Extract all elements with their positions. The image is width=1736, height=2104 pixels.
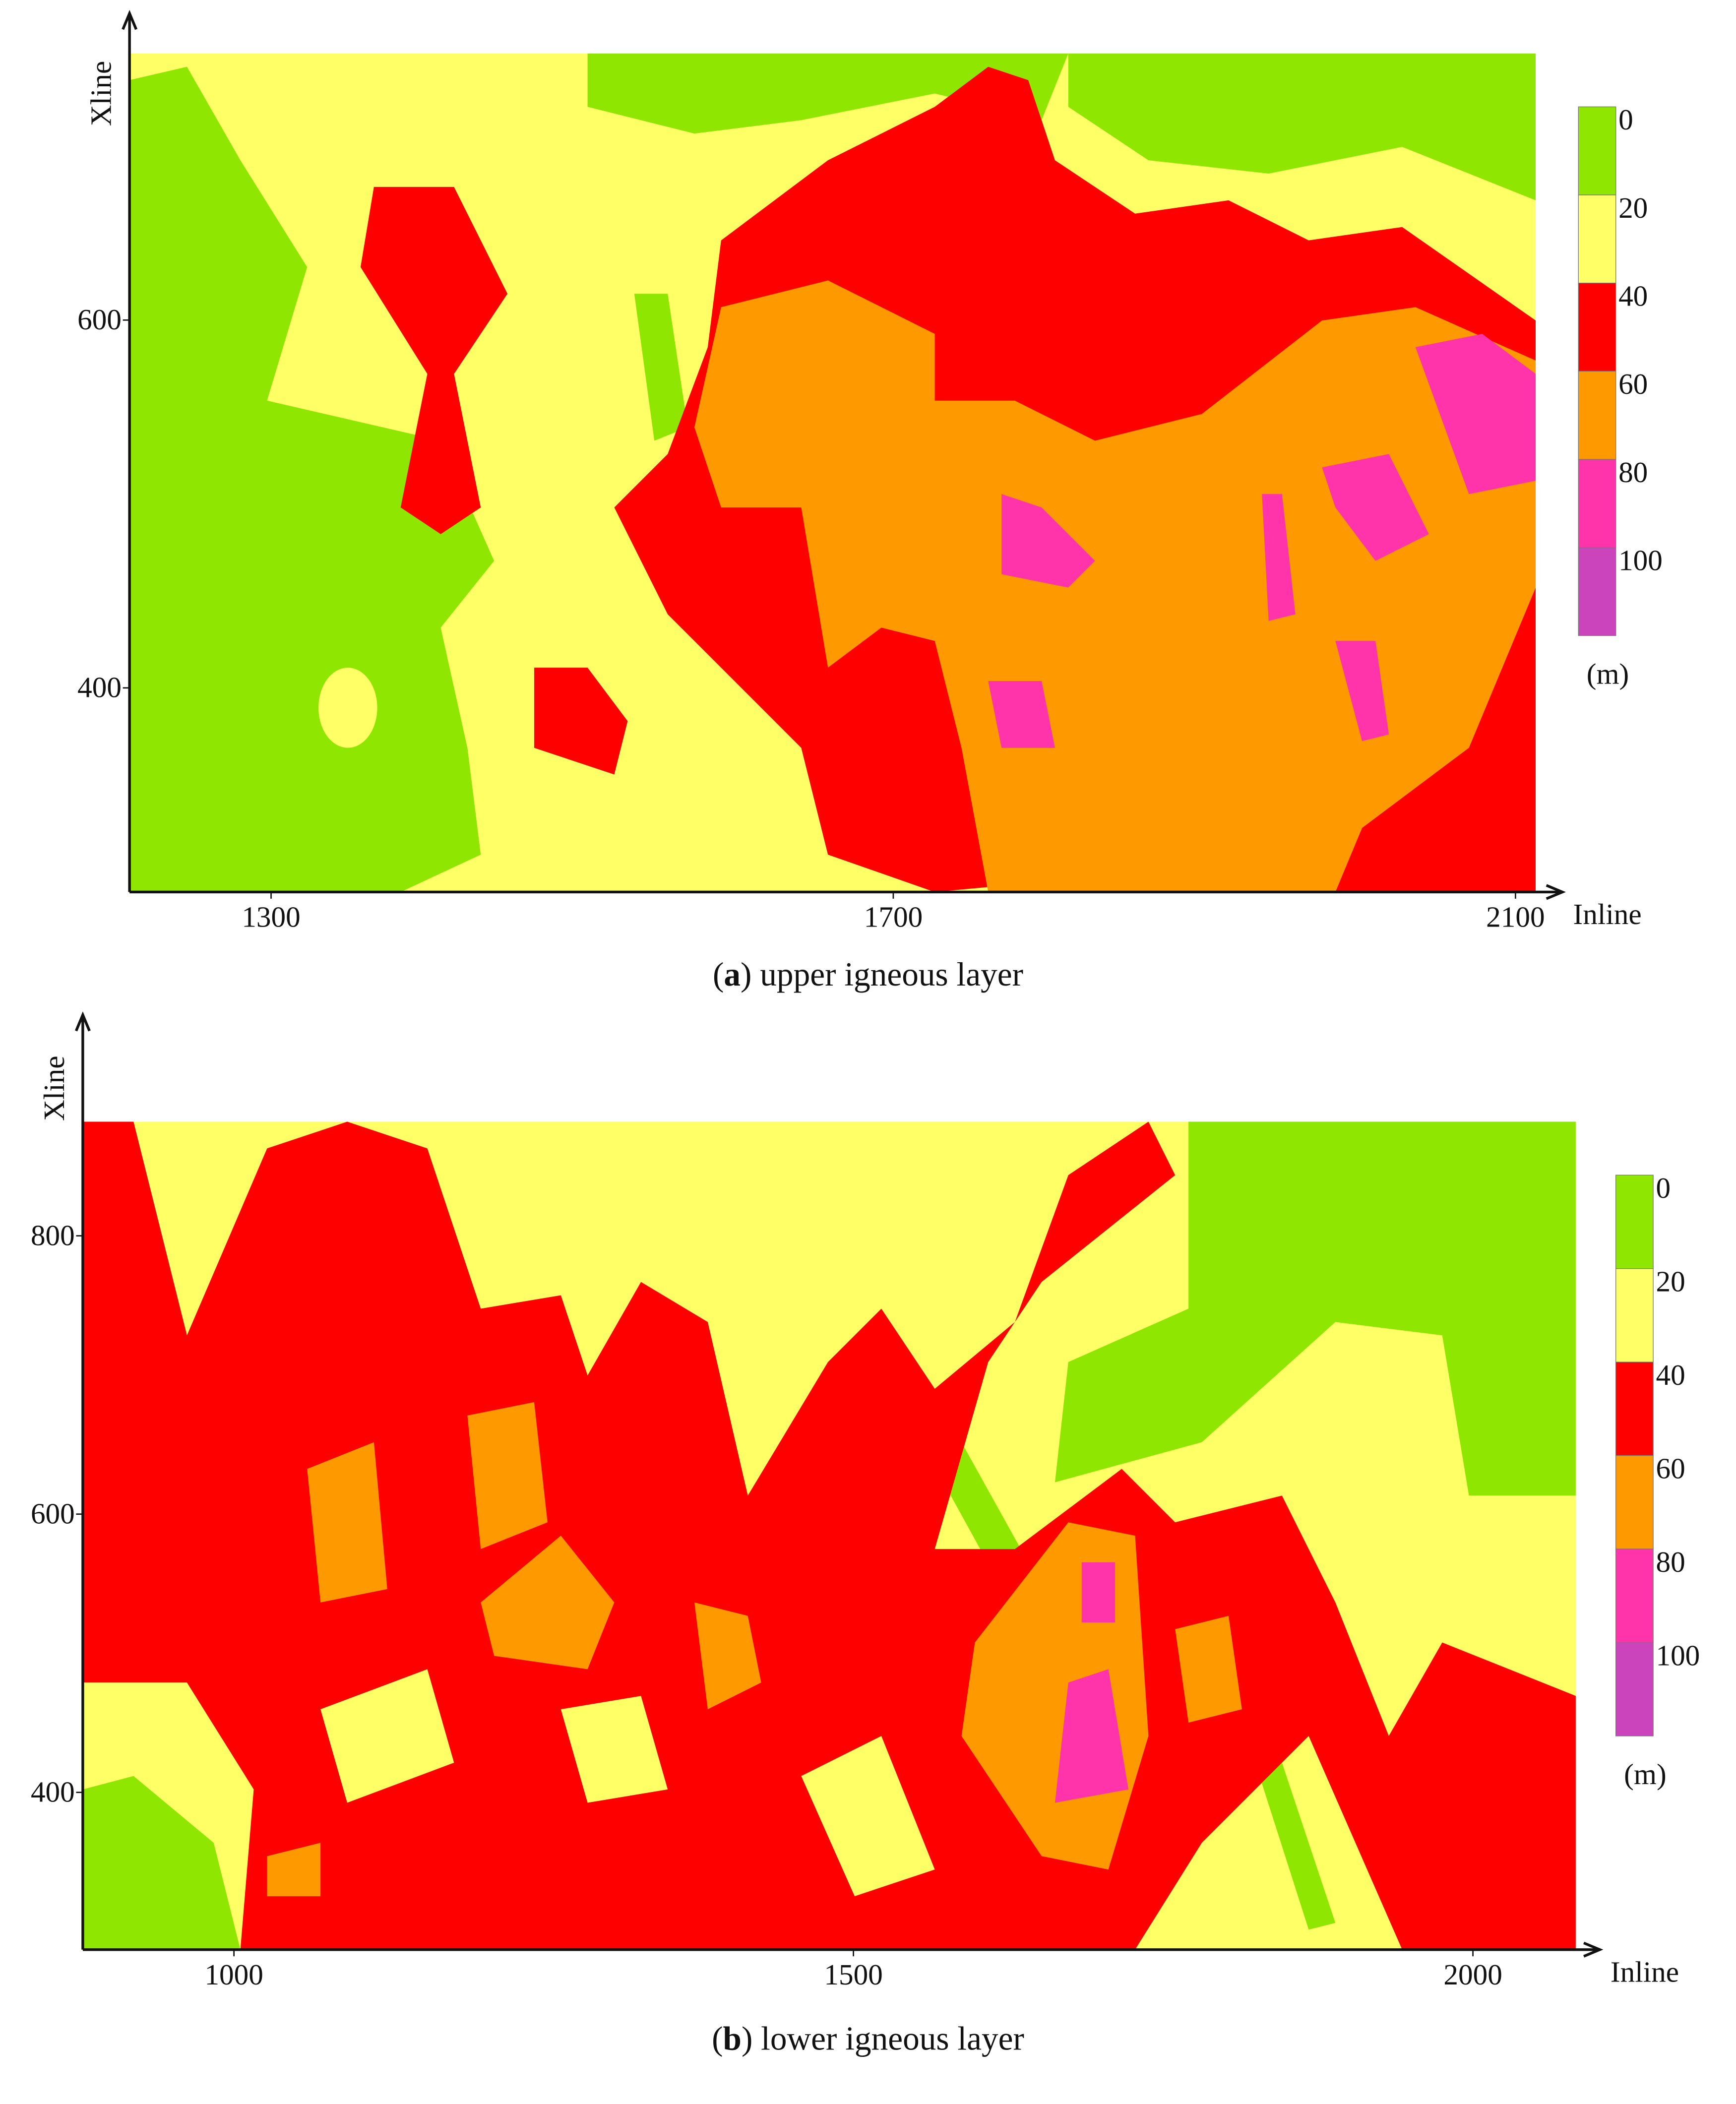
legend-label: 20 [1618, 191, 1648, 224]
y-axis [74, 1011, 91, 1950]
legend-label: 0 [1656, 1172, 1671, 1204]
legend-unit: (m) [1587, 657, 1629, 690]
legend-label: 60 [1656, 1452, 1685, 1485]
x-tick-label: 2100 [1486, 900, 1545, 933]
x-tick-label: 1700 [864, 900, 923, 933]
x-axis-label: Inline [1611, 1955, 1679, 1988]
legend-swatch [1615, 1361, 1654, 1456]
legend-label: 100 [1656, 1639, 1700, 1671]
thickness-map-b [82, 1121, 1576, 1950]
y-tick-label: 400 [77, 671, 122, 704]
legend-swatch [1615, 1548, 1654, 1643]
legend-label: 80 [1618, 456, 1648, 489]
y-tick-label: 600 [31, 1497, 75, 1530]
legend-swatch [1615, 1175, 1654, 1269]
legend-label: 80 [1656, 1546, 1685, 1578]
legend-swatch [1578, 106, 1616, 195]
y-tick-label: 600 [77, 303, 122, 336]
y-tick-label: 400 [31, 1776, 75, 1808]
legend-label: 40 [1656, 1359, 1685, 1391]
legend-swatch [1578, 283, 1616, 372]
x-tick-label: 1500 [824, 1958, 882, 1991]
legend-swatch [1578, 371, 1616, 460]
legend-swatch [1615, 1455, 1654, 1549]
legend-swatch [1578, 547, 1616, 636]
x-axis [129, 884, 1566, 900]
legend-label: 100 [1618, 544, 1663, 577]
x-tick-label: 2000 [1443, 1958, 1502, 1991]
legend-swatch [1578, 459, 1616, 548]
y-axis-label: Xline [38, 1055, 70, 1121]
legend-label: 40 [1618, 280, 1648, 312]
legend-swatch [1615, 1268, 1654, 1362]
legend-swatch [1578, 194, 1616, 284]
legend-swatch [1615, 1642, 1654, 1736]
y-axis [122, 9, 138, 892]
legend-unit: (m) [1624, 1758, 1667, 1791]
x-tick-label: 1000 [204, 1958, 263, 1991]
x-tick-label: 1300 [242, 900, 300, 933]
y-axis-label: Xline [84, 61, 117, 126]
caption: (b) lower igneous layer [712, 2020, 1024, 2057]
caption: (a) upper igneous layer [713, 956, 1023, 993]
legend-label: 60 [1618, 368, 1648, 400]
legend-label: 0 [1618, 103, 1633, 136]
y-tick-label: 800 [31, 1219, 75, 1251]
x-axis [82, 1941, 1604, 1958]
legend-label: 20 [1656, 1265, 1685, 1298]
x-axis-label: Inline [1573, 898, 1642, 930]
thickness-map-a [129, 53, 1536, 892]
